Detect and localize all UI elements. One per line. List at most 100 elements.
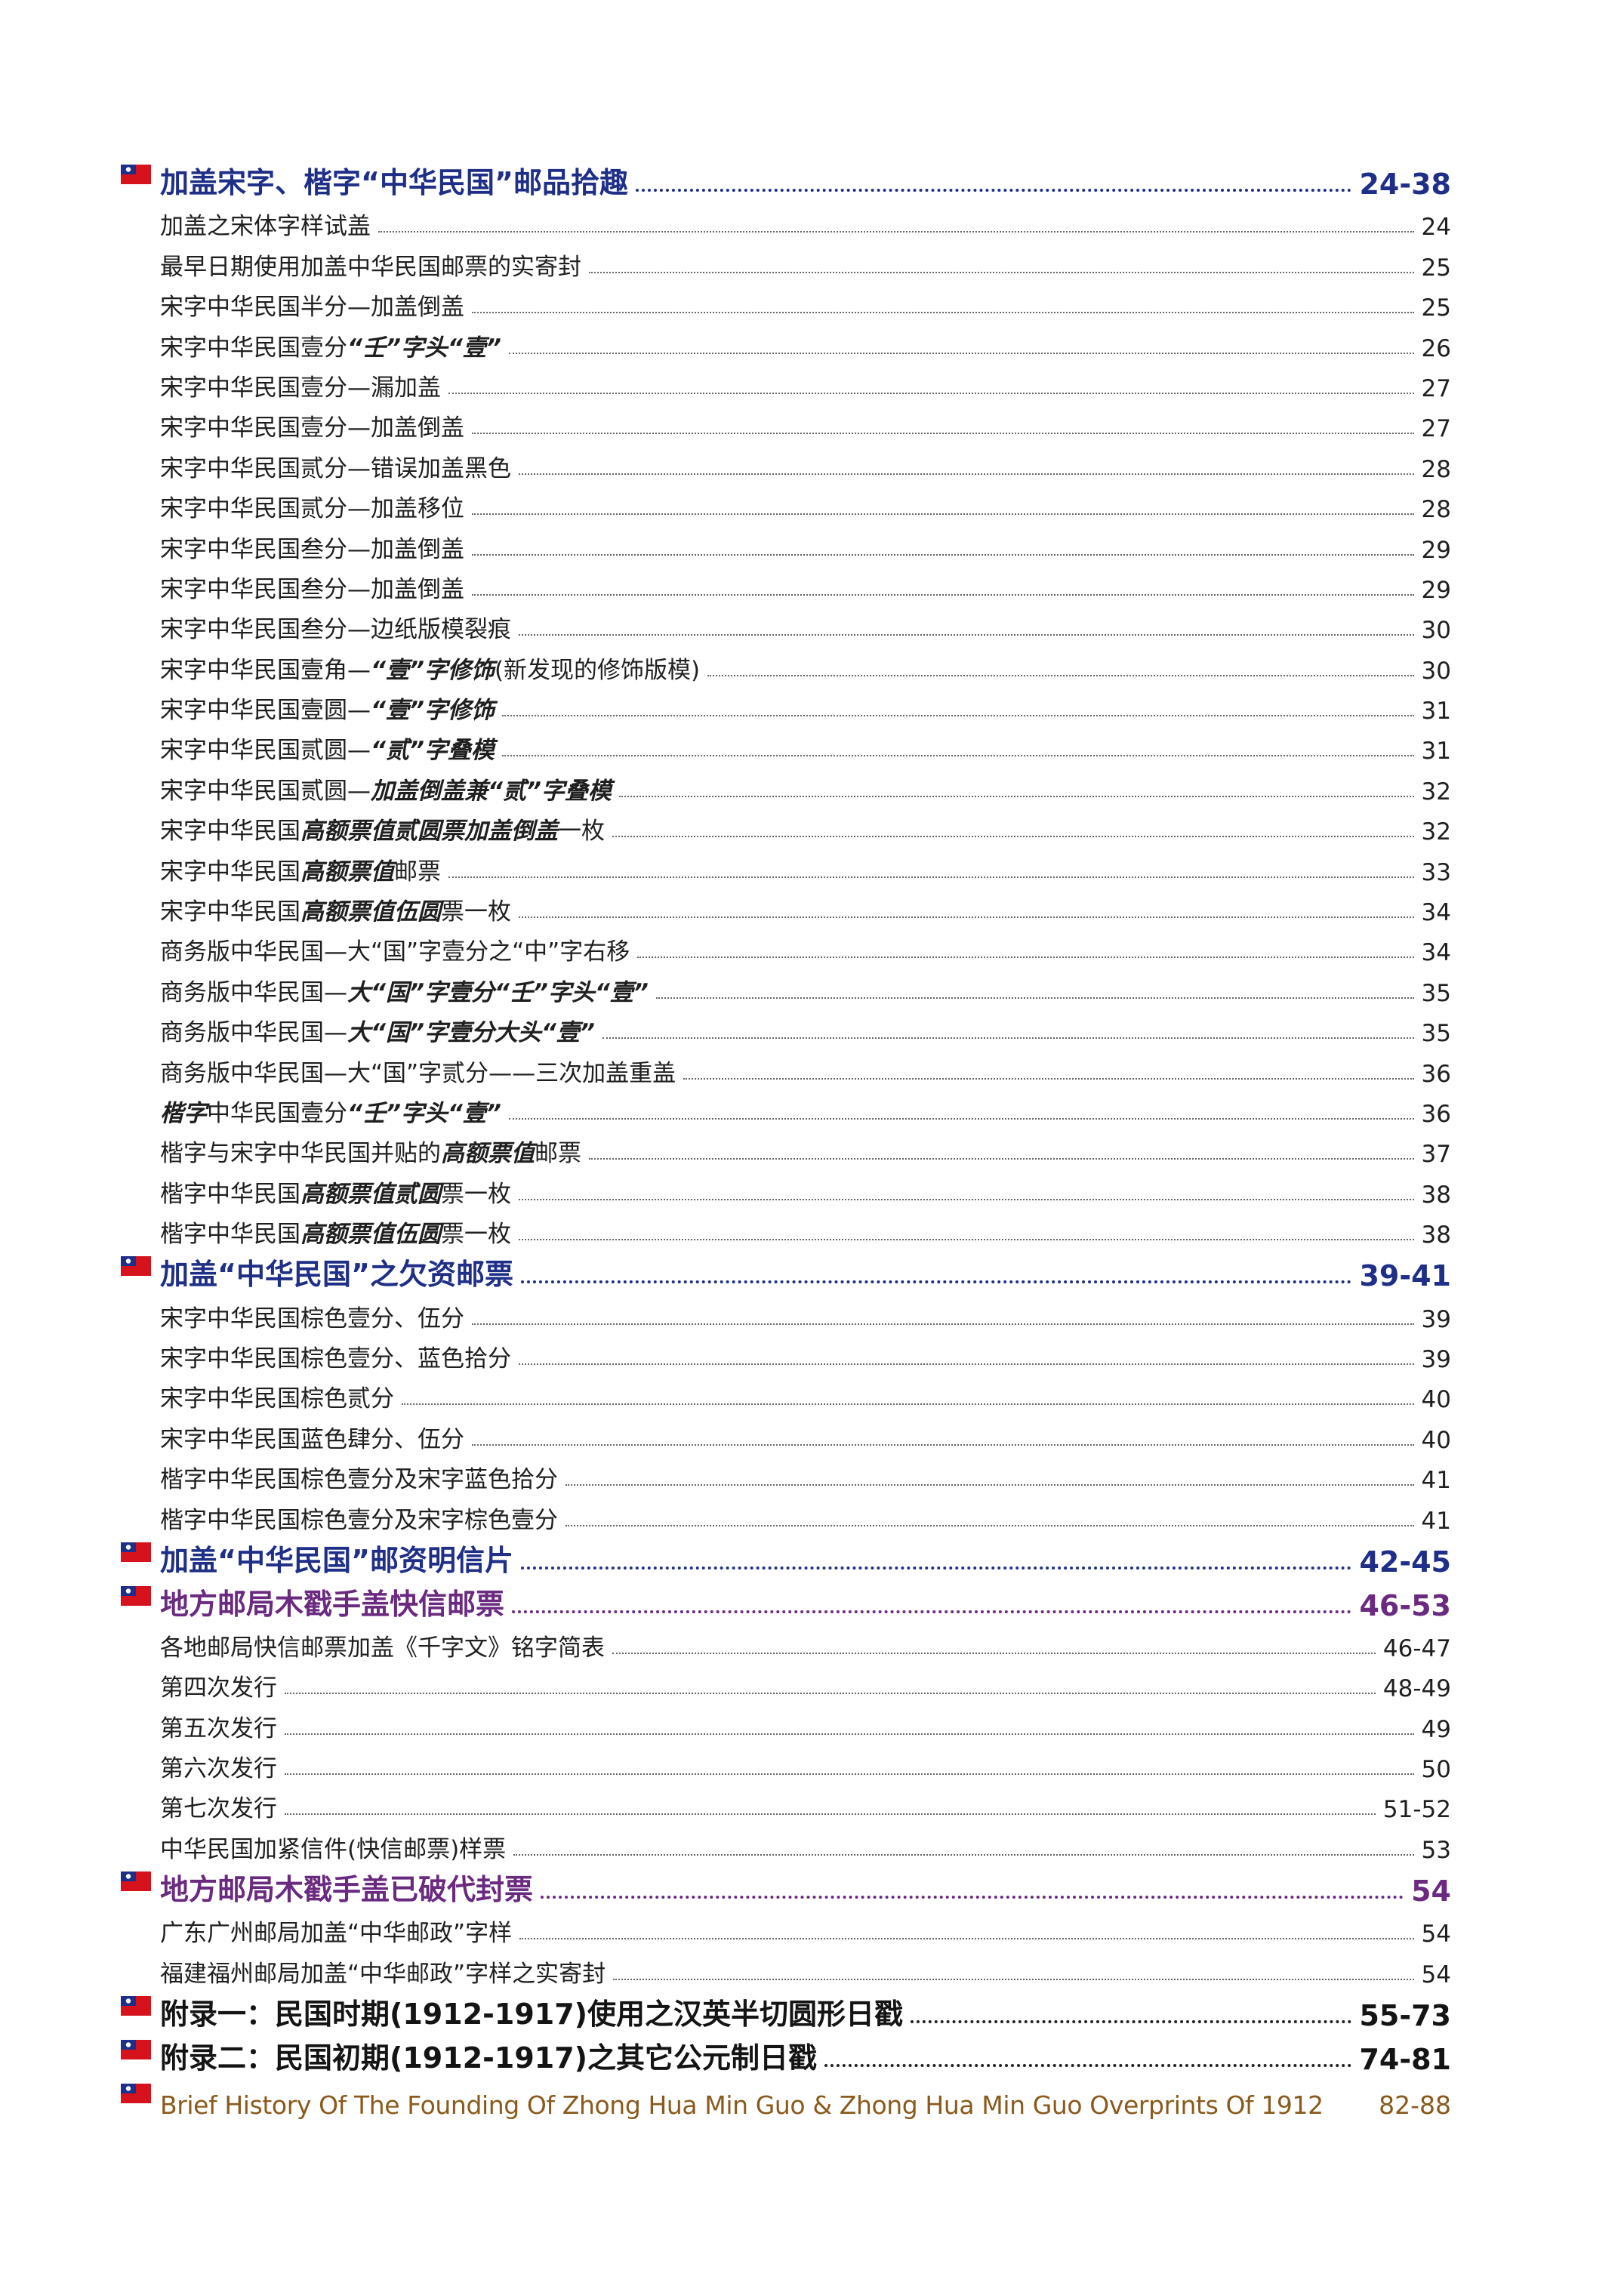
toc-section-heading[interactable]: 附录一：民国时期(1912-1917)使用之汉英半切圆形日戳 55-73 [121,1989,1451,2032]
toc-entry[interactable]: 商务版中华民国—大“国”字贰分——三次加盖重盖 36 [160,1047,1451,1088]
page-number: 35 [1421,1020,1451,1048]
entry-title-part: 高额票值 [441,1140,535,1168]
toc-section-heading[interactable]: 地方邮局木戳手盖快信邮票 46-53 [121,1579,1451,1622]
toc-entry[interactable]: 楷字与宋字中华民国并贴的高额票值邮票 37 [160,1128,1451,1168]
toc-entry[interactable]: 福建福州邮局加盖“中华邮政”字样之实寄封 54 [160,1948,1451,1989]
toc-entry[interactable]: 各地邮局快信邮票加盖《千字文》铭字简表 46-47 [160,1622,1451,1662]
toc-entry[interactable]: 宋字中华民国棕色壹分、蓝色拾分 39 [160,1333,1451,1373]
page-number: 30 [1421,617,1451,645]
toc-entry[interactable]: 楷字中华民国壹分“壬”字头“壹” 36 [160,1088,1451,1128]
toc-entry[interactable]: 宋字中华民国半分—加盖倒盖 25 [160,282,1451,322]
flag-icon [121,1995,151,2016]
flag-icon [121,165,151,184]
toc-entry[interactable]: 宋字中华民国叁分—加盖倒盖 29 [160,523,1451,564]
toc-entry[interactable]: 宋字中华民国高额票值伍圆票一枚 34 [160,886,1451,926]
toc-section-heading[interactable]: Brief History Of The Founding Of Zhong H… [121,2076,1451,2120]
toc-entry[interactable]: 中华民国加紧信件(快信邮票)样票 53 [160,1823,1451,1864]
dot-leader [707,674,1414,676]
entry-title-part: 福建福州邮局加盖“中华邮政”字样之实寄封 [160,1960,606,1988]
entry-title-part: 宋字中华民国半分—加盖倒盖 [160,294,464,322]
page-number: 48-49 [1382,1675,1451,1703]
page-number: 34 [1421,899,1451,927]
page-number: 32 [1421,818,1451,846]
toc-entry[interactable]: 楷字中华民国棕色壹分及宋字蓝色拾分 41 [160,1454,1451,1494]
toc-entry[interactable]: 宋字中华民国叁分—加盖倒盖 29 [160,564,1451,604]
entry-title-part: 加盖“中华民国”之欠资邮票 [160,1258,513,1292]
toc-entry[interactable]: 楷字中华民国高额票值伍圆票一枚 38 [160,1209,1451,1249]
toc-section-heading[interactable]: 地方邮局木戳手盖已破代封票 54 [121,1864,1451,1908]
toc-entry[interactable]: 宋字中华民国壹分“壬”字头“壹” 26 [160,322,1451,362]
entry-title-part: 宋字中华民国蓝色肆分、伍分 [160,1425,464,1453]
dot-leader [448,876,1414,878]
toc-section-heading[interactable]: 加盖“中华民国”之欠资邮票 39-41 [121,1249,1451,1292]
page-number: 30 [1421,657,1451,685]
page-number: 53 [1421,1836,1451,1864]
toc-entry[interactable]: 宋字中华民国蓝色肆分、伍分 40 [160,1413,1451,1454]
dot-leader [285,1733,1414,1735]
entry-title-part: 中华民国加紧信件(快信邮票)样票 [160,1835,507,1863]
page-number: 28 [1421,496,1451,524]
entry-title-part: 宋字中华民国壹角— [160,656,371,684]
entry-title: 楷字中华民国棕色壹分及宋字棕色壹分 [160,1501,558,1535]
entry-title: 最早日期使用加盖中华民国邮票的实寄封 [160,248,581,282]
entry-title: 宋字中华民国高额票值伍圆票一枚 [160,892,511,926]
dot-leader [655,997,1414,999]
page-number: 40 [1421,1426,1451,1454]
toc-entry[interactable]: 楷字中华民国高额票值贰圆票一枚 38 [160,1168,1451,1209]
toc-section-heading[interactable]: 加盖“中华民国”邮资明信片 42-45 [121,1535,1451,1579]
entry-title-part: 中华民国壹分 [207,1099,347,1127]
entry-title-part: 宋字中华民国叁分—边纸版模裂痕 [160,616,511,644]
entry-title: 宋字中华民国棕色壹分、伍分 [160,1299,464,1333]
toc-section-heading[interactable]: 加盖宋字、楷字“中华民国”邮品拾趣 24-38 [121,157,1451,201]
toc-entry[interactable]: 第六次发行 50 [160,1743,1451,1783]
toc-entry[interactable]: 第五次发行 49 [160,1702,1451,1743]
entry-title-part: Brief History Of The Founding Of Zhong H… [160,2090,1324,2120]
dot-leader [378,231,1414,233]
toc-entry[interactable]: 宋字中华民国贰圆—“贰”字叠模 31 [160,725,1451,765]
section-title: 附录一：民国时期(1912-1917)使用之汉英半切圆形日戳 [160,1991,903,2032]
toc-entry[interactable]: 宋字中华民国壹圆—“壹”字修饰 31 [160,685,1451,725]
dot-leader [589,1158,1414,1160]
entry-title-part: 商务版中华民国—大“国”字壹分之“中”字右移 [160,938,630,966]
entry-title: 宋字中华民国高额票值贰圆票加盖倒盖一枚 [160,812,605,846]
toc-entry[interactable]: 宋字中华民国棕色壹分、伍分 39 [160,1292,1451,1333]
page-number: 28 [1421,455,1451,483]
toc-section-heading[interactable]: 附录二：民国初期(1912-1917)之其它公元制日戳 74-81 [121,2032,1451,2076]
entry-title: 楷字中华民国高额票值贰圆票一枚 [160,1175,511,1209]
toc-entry[interactable]: 商务版中华民国—大“国”字壹分“壬”字头“壹” 35 [160,966,1451,1007]
toc-entry[interactable]: 宋字中华民国壹角—“壹”字修饰(新发现的修饰版模) 30 [160,644,1451,685]
toc-entry[interactable]: 加盖之宋体字样试盖 24 [160,201,1451,241]
entry-title-part: 楷字中华民国 [160,1221,300,1249]
page-number: 38 [1421,1221,1451,1249]
toc-entry[interactable]: 最早日期使用加盖中华民国邮票的实寄封 25 [160,241,1451,282]
entry-title-part: 宋字中华民国 [160,858,300,886]
toc-entry[interactable]: 宋字中华民国棕色贰分 40 [160,1373,1451,1413]
dot-leader [637,957,1414,959]
toc-entry[interactable]: 楷字中华民国棕色壹分及宋字棕色壹分 41 [160,1494,1451,1535]
dot-leader [612,836,1414,838]
toc-entry[interactable]: 第七次发行 51-52 [160,1783,1451,1823]
entry-title: 宋字中华民国高额票值邮票 [160,852,441,886]
toc-entry[interactable]: 广东广州邮局加盖“中华邮政”字样 54 [160,1908,1451,1948]
toc-entry[interactable]: 宋字中华民国贰圆—加盖倒盖兼“贰”字叠模 32 [160,765,1451,806]
page-number: 33 [1421,858,1451,886]
toc-entry[interactable]: 宋字中华民国高额票值邮票 33 [160,846,1451,886]
entry-title: 宋字中华民国叁分—加盖倒盖 [160,530,464,564]
entry-title: 宋字中华民国叁分—边纸版模裂痕 [160,610,511,644]
toc-entry[interactable]: 宋字中华民国贰分—加盖移位 28 [160,483,1451,523]
toc-entry[interactable]: 商务版中华民国—大“国”字壹分大头“壹” 35 [160,1007,1451,1047]
toc-entry[interactable]: 宋字中华民国贰分—错误加盖黑色 28 [160,442,1451,483]
flag-icon [121,1542,151,1562]
page-number: 34 [1421,939,1451,967]
entry-title: 商务版中华民国—大“国”字贰分——三次加盖重盖 [160,1054,676,1088]
toc-entry[interactable]: 宋字中华民国壹分—加盖倒盖 27 [160,402,1451,442]
toc-entry[interactable]: 宋字中华民国叁分—边纸版模裂痕 30 [160,604,1451,644]
toc-entry[interactable]: 商务版中华民国—大“国”字壹分之“中”字右移 34 [160,926,1451,966]
toc-entry[interactable]: 宋字中华民国高额票值贰圆票加盖倒盖一枚 32 [160,806,1451,846]
entry-title-part: 邮票 [535,1140,581,1168]
page-number: 35 [1421,979,1451,1007]
page-number: 39 [1421,1345,1451,1373]
toc-entry[interactable]: 宋字中华民国壹分—漏加盖 27 [160,362,1451,402]
entry-title-part: 宋字中华民国棕色壹分、伍分 [160,1305,464,1332]
toc-entry[interactable]: 第四次发行 48-49 [160,1662,1451,1702]
